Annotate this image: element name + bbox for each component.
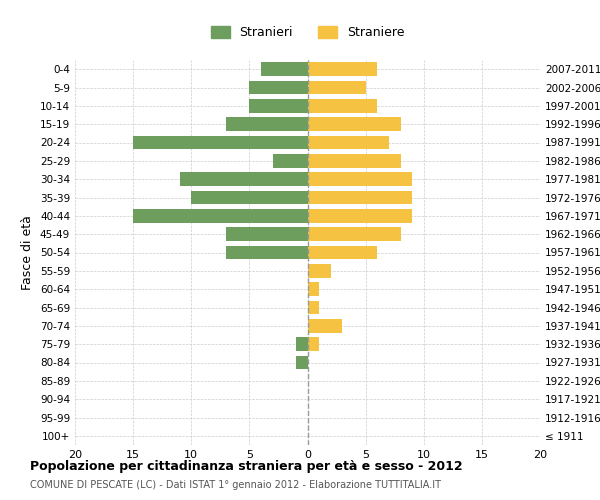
Bar (296, 338, 308, 351)
Bar (191, 190, 308, 204)
Bar (133, 209, 308, 222)
Y-axis label: Fasce di età: Fasce di età (22, 215, 34, 290)
Bar (296, 356, 308, 370)
Text: COMUNE DI PESCATE (LC) - Dati ISTAT 1° gennaio 2012 - Elaborazione TUTTITALIA.IT: COMUNE DI PESCATE (LC) - Dati ISTAT 1° g… (30, 480, 441, 490)
Bar (308, 190, 412, 204)
Bar (308, 246, 377, 260)
Bar (250, 80, 308, 94)
Bar (250, 99, 308, 112)
Legend: Stranieri, Straniere: Stranieri, Straniere (205, 20, 410, 46)
Bar (179, 172, 308, 186)
Bar (308, 136, 389, 149)
Bar (308, 338, 319, 351)
Bar (308, 80, 365, 94)
Bar (308, 264, 331, 278)
Bar (272, 154, 308, 168)
Bar (308, 118, 401, 131)
Bar (308, 62, 377, 76)
Bar (308, 228, 401, 241)
Bar (261, 62, 308, 76)
Bar (308, 209, 412, 222)
Bar (308, 282, 319, 296)
Bar (133, 136, 308, 149)
Bar (308, 99, 377, 112)
Bar (308, 172, 412, 186)
Bar (308, 300, 319, 314)
Text: Popolazione per cittadinanza straniera per età e sesso - 2012: Popolazione per cittadinanza straniera p… (30, 460, 463, 473)
Bar (308, 154, 401, 168)
Bar (308, 319, 343, 332)
Bar (226, 228, 308, 241)
Bar (226, 118, 308, 131)
Bar (226, 246, 308, 260)
